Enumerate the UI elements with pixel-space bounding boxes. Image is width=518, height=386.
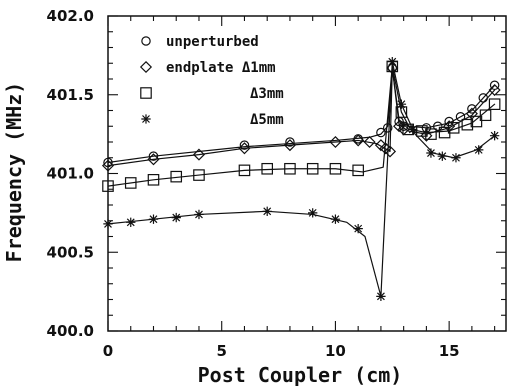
y-tick-label-0: 400.0 bbox=[47, 322, 94, 340]
series-2-point-5 bbox=[238, 164, 251, 177]
plot-layer bbox=[101, 56, 501, 302]
series-3-point-11 bbox=[396, 99, 407, 109]
series-3-point-17 bbox=[489, 131, 500, 141]
series-1-point-4 bbox=[283, 139, 296, 152]
series-2-point-14 bbox=[416, 125, 428, 137]
legend-label-3: Δ5mm bbox=[250, 112, 284, 128]
axis-layer: 0 5 10 15 400.0 400.5 401.0 401.5 402.0 bbox=[47, 7, 507, 360]
legend-layer: unperturbed endplate Δ1mm Δ3mm Δ5mm bbox=[139, 34, 284, 128]
series-2-point-4 bbox=[193, 169, 205, 181]
series-2-point-9 bbox=[329, 162, 342, 175]
series-3-point-3 bbox=[171, 212, 181, 223]
series-3-point-10 bbox=[387, 56, 397, 67]
series-3-point-12 bbox=[408, 124, 418, 135]
series-2-point-6 bbox=[261, 162, 273, 175]
legend-marker-2 bbox=[140, 87, 152, 99]
y-tick-label-4: 402.0 bbox=[47, 7, 94, 25]
series-1-point-6 bbox=[352, 134, 365, 147]
series-line-2 bbox=[107, 65, 496, 187]
series-1-point-1 bbox=[147, 153, 160, 166]
series-3-point-7 bbox=[330, 214, 341, 224]
y-tick-label-1: 400.5 bbox=[47, 243, 94, 261]
series-2-point-18 bbox=[461, 118, 474, 131]
series-3-point-8 bbox=[353, 223, 363, 234]
series-2-point-3 bbox=[170, 170, 183, 183]
series-0-point-9 bbox=[398, 121, 409, 132]
series-3-point-15 bbox=[451, 153, 461, 163]
series-0-point-14 bbox=[467, 104, 477, 114]
series-0-point-5 bbox=[376, 127, 386, 138]
series-0-point-3 bbox=[285, 137, 295, 147]
series-2-point-15 bbox=[425, 128, 437, 140]
series-1-point-17 bbox=[488, 83, 501, 97]
series-0-point-2 bbox=[239, 140, 250, 150]
series-0-point-12 bbox=[444, 116, 454, 127]
x-tick-label-2: 10 bbox=[325, 342, 346, 360]
series-2-point-8 bbox=[306, 162, 319, 175]
series-2-point-21 bbox=[488, 98, 501, 110]
series-1-point-2 bbox=[192, 148, 206, 161]
legend-marker-3 bbox=[141, 114, 151, 124]
series-2-point-10 bbox=[352, 164, 364, 177]
series-2-point-2 bbox=[147, 174, 160, 186]
series-3-point-16 bbox=[474, 145, 484, 155]
legend-label-1: endplate Δ1mm bbox=[166, 60, 276, 76]
series-2-point-19 bbox=[470, 115, 483, 128]
series-2-point-1 bbox=[124, 177, 137, 189]
series-1-point-16 bbox=[465, 107, 478, 120]
series-3-point-13 bbox=[426, 148, 436, 158]
series-3-point-5 bbox=[262, 206, 272, 216]
series-0-point-6 bbox=[382, 123, 393, 133]
series-1-point-3 bbox=[238, 142, 251, 155]
series-3-point-14 bbox=[437, 151, 447, 161]
x-tick-label-0: 0 bbox=[103, 342, 113, 360]
series-3-point-9 bbox=[376, 291, 386, 302]
series-1-point-14 bbox=[420, 129, 433, 142]
x-tick-label-3: 15 bbox=[439, 342, 460, 360]
x-tick-label-1: 5 bbox=[216, 342, 226, 360]
series-3-point-1 bbox=[126, 217, 136, 228]
series-2-point-20 bbox=[479, 109, 492, 122]
series-1-point-10 bbox=[383, 145, 397, 158]
y-axis-title: Frequency (MHz) bbox=[2, 82, 26, 263]
series-0-point-1 bbox=[148, 151, 159, 161]
series-1-point-7 bbox=[363, 135, 376, 149]
series-3-point-4 bbox=[194, 209, 204, 220]
legend-marker-1 bbox=[139, 60, 153, 74]
x-axis-title: Post Coupler (cm) bbox=[198, 363, 403, 386]
legend-marker-0 bbox=[141, 36, 151, 46]
series-3-point-2 bbox=[148, 214, 159, 224]
series-3-point-6 bbox=[308, 208, 318, 218]
series-2-point-17 bbox=[447, 122, 460, 134]
y-tick-label-3: 401.5 bbox=[47, 86, 94, 104]
series-2-point-7 bbox=[284, 162, 296, 175]
y-tick-label-2: 401.0 bbox=[47, 165, 94, 183]
legend-label-0: unperturbed bbox=[166, 34, 259, 50]
series-1-point-5 bbox=[329, 135, 342, 149]
legend-label-2: Δ3mm bbox=[250, 86, 284, 102]
